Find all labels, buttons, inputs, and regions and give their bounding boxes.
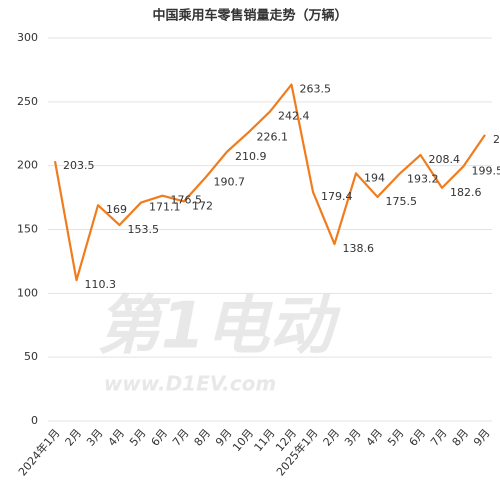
data-label: 194 <box>364 171 385 184</box>
x-tick-label: 5月 <box>385 427 407 449</box>
data-label: 138.6 <box>343 242 375 255</box>
x-tick-label: 2月 <box>321 427 343 449</box>
y-tick-label: 200 <box>17 159 38 172</box>
data-label: 193.2 <box>407 172 439 185</box>
x-tick-label: 4月 <box>106 427 128 449</box>
x-tick-label: 8月 <box>450 427 472 449</box>
chart-title: 中国乘用车零售销量走势（万辆） <box>152 8 347 24</box>
y-tick-label: 50 <box>24 350 38 363</box>
data-label: 224.1 <box>493 133 500 146</box>
x-tick-label: 2024年1月 <box>15 426 62 479</box>
x-tick-label: 3月 <box>84 427 106 449</box>
x-tick-label: 11月 <box>252 427 278 455</box>
x-tick-label: 8月 <box>192 427 214 449</box>
data-label: 208.4 <box>429 153 461 166</box>
watermark-url: www.D1EV.com <box>104 372 276 396</box>
data-label: 179.4 <box>321 190 353 203</box>
data-label: 169 <box>106 203 127 216</box>
data-label: 190.7 <box>214 176 246 189</box>
y-tick-label: 300 <box>17 31 38 44</box>
data-label: 171.1 <box>149 201 181 214</box>
data-label: 176.5 <box>171 194 203 207</box>
x-tick-label: 4月 <box>364 427 386 449</box>
data-label: 242.4 <box>278 110 310 123</box>
watermark-logo: 第1电动 <box>97 290 342 364</box>
y-tick-label: 100 <box>17 286 38 299</box>
x-tick-label: 9月 <box>471 427 493 449</box>
x-tick-label: 2月 <box>63 427 85 449</box>
x-tick-label: 6月 <box>149 427 171 449</box>
data-label: 199.5 <box>472 164 500 177</box>
x-tick-label: 10月 <box>230 427 256 455</box>
data-label: 182.6 <box>450 186 482 199</box>
data-label: 226.1 <box>257 130 289 143</box>
x-tick-label: 3月 <box>342 427 364 449</box>
x-tick-label: 6月 <box>407 427 429 449</box>
data-label: 175.5 <box>386 195 418 208</box>
y-tick-label: 0 <box>31 414 38 427</box>
line-series <box>53 83 486 282</box>
data-label: 110.3 <box>85 278 117 291</box>
data-label: 203.5 <box>63 159 95 172</box>
x-tick-label: 7月 <box>170 427 192 449</box>
y-tick-label: 250 <box>17 95 38 108</box>
x-tick-label: 7月 <box>428 427 450 449</box>
data-label: 263.5 <box>300 83 332 96</box>
data-label: 153.5 <box>128 223 160 236</box>
data-label: 172 <box>192 199 213 212</box>
y-tick-label: 150 <box>17 223 38 236</box>
x-tick-label: 5月 <box>127 427 149 449</box>
data-label: 210.9 <box>235 150 267 163</box>
